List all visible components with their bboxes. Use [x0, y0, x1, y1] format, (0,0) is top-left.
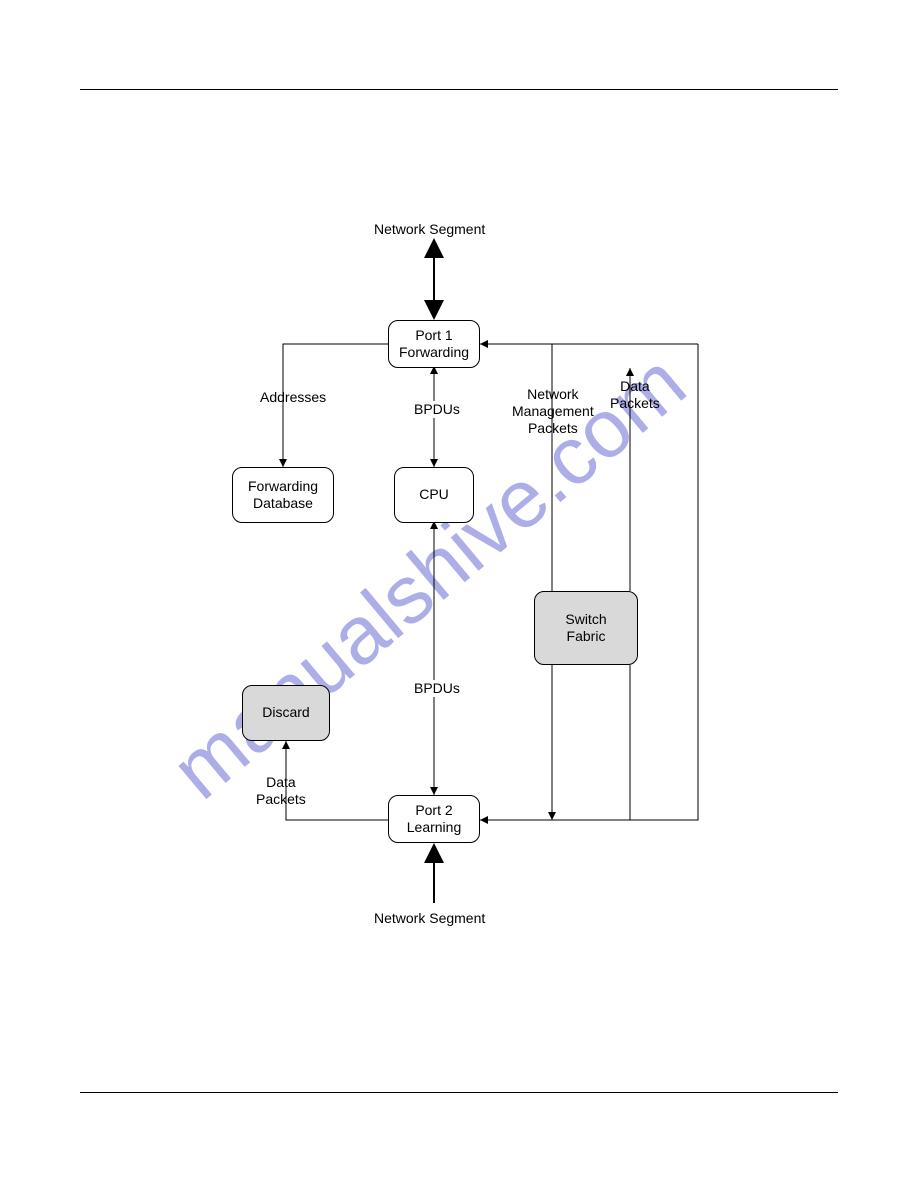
node-fwdb-line2: Database	[253, 495, 313, 513]
node-cpu-line1: CPU	[419, 486, 449, 504]
label-bpdu-bot: BPDUs	[412, 680, 462, 697]
node-fwdb: Forwarding Database	[232, 467, 334, 523]
label-data-top: Data Packets	[610, 378, 660, 412]
edge-ns-port2	[424, 843, 444, 903]
label-data-bot: Data Packets	[256, 774, 306, 808]
node-switch-line2: Fabric	[567, 628, 606, 646]
label-netmgmt: Network Management Packets	[512, 386, 594, 436]
diagram-edges	[0, 0, 918, 1188]
node-switch-fabric: Switch Fabric	[534, 591, 638, 665]
node-port1-line2: Forwarding	[399, 344, 469, 362]
label-addresses: Addresses	[260, 389, 326, 406]
node-port2-line1: Port 2	[415, 802, 452, 820]
node-discard-line1: Discard	[262, 704, 309, 722]
node-cpu: CPU	[394, 467, 474, 523]
node-port2: Port 2 Learning	[388, 795, 480, 843]
node-discard: Discard	[242, 685, 330, 741]
node-port2-line2: Learning	[407, 819, 462, 837]
node-port1: Port 1 Forwarding	[388, 320, 480, 368]
node-switch-line1: Switch	[565, 611, 606, 629]
rule-top	[80, 89, 838, 90]
rule-bottom	[80, 1092, 838, 1093]
label-ns-top: Network Segment	[374, 221, 485, 238]
label-bpdu-top: BPDUs	[412, 401, 462, 418]
label-ns-bot: Network Segment	[374, 910, 485, 927]
node-fwdb-line1: Forwarding	[248, 478, 318, 496]
node-port1-line1: Port 1	[415, 327, 452, 345]
edge-port1-ns	[424, 238, 444, 320]
